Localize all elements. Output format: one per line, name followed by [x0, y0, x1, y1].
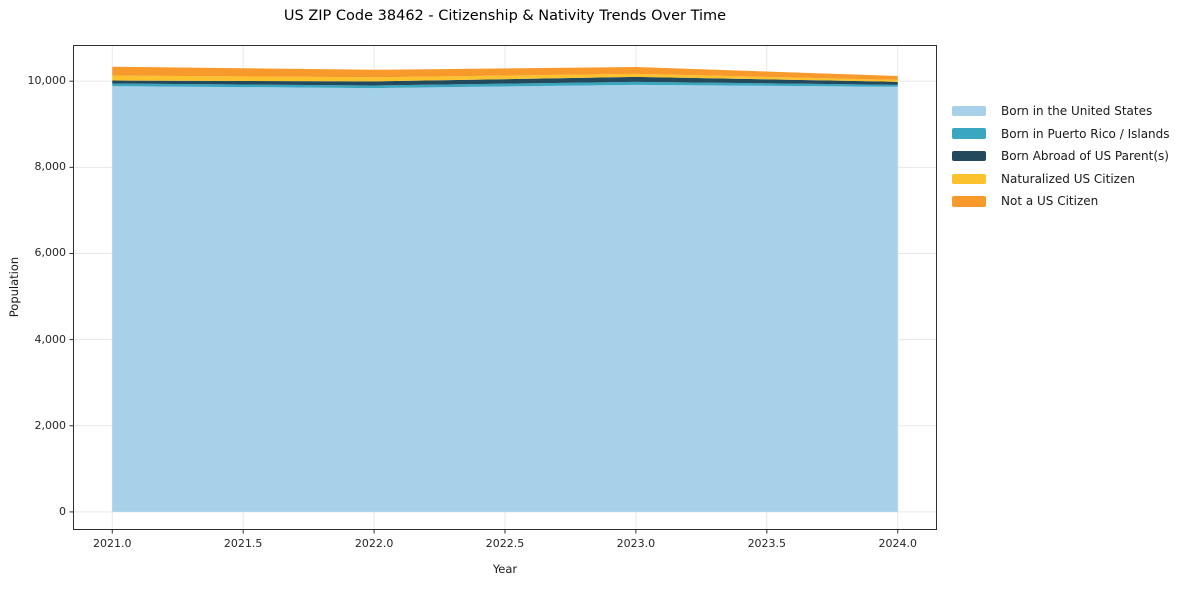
chart-title: US ZIP Code 38462 - Citizenship & Nativi…	[283, 8, 727, 24]
x-tick-label: 2021.0	[93, 537, 132, 550]
y-tick-label: 2,000	[34, 418, 67, 432]
legend-label: Born in the United States	[1001, 104, 1153, 118]
x-tick-label: 2024.0	[878, 537, 917, 550]
legend-item: Born Abroad of US Parent(s)	[952, 148, 1170, 164]
x-tick-label: 2022.5	[485, 537, 525, 550]
area-series-born-in-puerto-rico-islands	[112, 81, 898, 89]
legend-swatch	[952, 173, 986, 185]
legend-label: Born Abroad of US Parent(s)	[1001, 149, 1169, 164]
legend-item: Born in Puerto Rico / Islands	[952, 126, 1170, 142]
x-tick-label: 2022.0	[354, 537, 394, 550]
legend: Born in the United States Born in Puerto …	[952, 103, 1170, 216]
x-tick-label: 2021.5	[223, 537, 263, 550]
y-tick-label: 8,000	[34, 160, 67, 174]
y-axis-label: Population	[7, 256, 21, 318]
x-tick-label: 2023.0	[616, 537, 656, 550]
tick-marks	[69, 80, 899, 534]
y-tick-label: 0	[59, 504, 66, 518]
y-tick-label: 4,000	[34, 332, 67, 346]
legend-label: Not a US Citizen	[1001, 194, 1099, 209]
legend-label: Naturalized US Citizen	[1001, 171, 1135, 186]
area-series-naturalized-us-citizen	[112, 73, 898, 82]
legend-swatch	[952, 196, 986, 207]
area-series-born-in-the-united-states	[112, 84, 898, 512]
y-tick-label: 10,000	[27, 74, 67, 88]
area-series-not-a-us-citizen	[112, 66, 898, 80]
x-axis-label: Year	[492, 562, 518, 576]
plot-border	[73, 45, 937, 530]
legend-swatch	[952, 150, 986, 162]
x-tick-label: 2023.5	[747, 537, 787, 550]
legend-item: Born in the United States	[952, 103, 1170, 119]
y-tick-label: 6,000	[34, 246, 67, 260]
area-series-born-abroad-of-us-parent-s	[112, 76, 898, 86]
legend-swatch	[952, 128, 986, 139]
legend-item: Not a US Citizen	[952, 193, 1170, 209]
legend-label: Born in Puerto Rico / Islands	[1001, 126, 1170, 141]
legend-swatch	[952, 105, 986, 117]
legend-item: Naturalized US Citizen	[952, 171, 1170, 187]
